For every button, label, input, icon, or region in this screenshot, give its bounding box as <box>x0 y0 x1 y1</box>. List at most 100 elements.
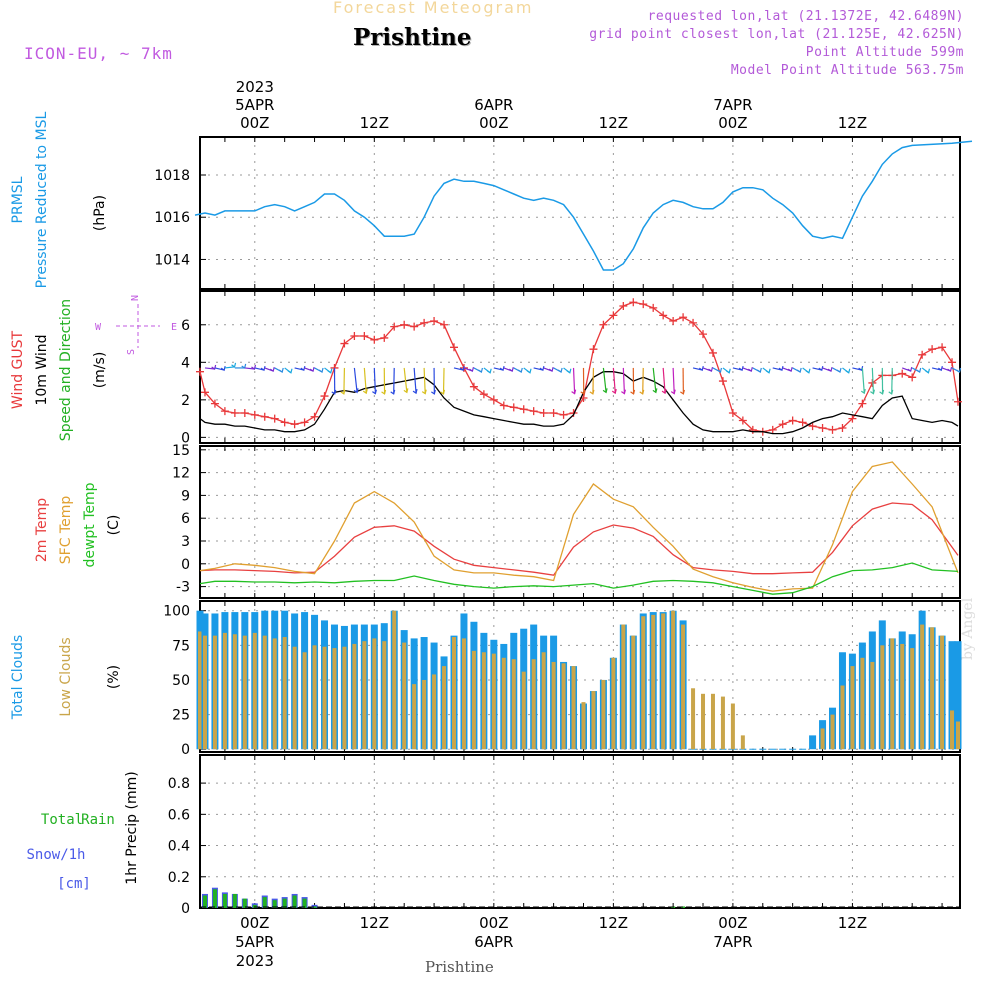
wind-arrowhead <box>459 365 465 372</box>
wind-arrowhead <box>580 389 586 395</box>
y-tick-label: 0.4 <box>168 839 190 855</box>
wind-arrowhead <box>611 389 617 395</box>
low-cloud-bar <box>830 714 835 750</box>
wind-arrowhead <box>937 365 943 372</box>
wind-arrowhead <box>372 389 377 395</box>
temp2m-label: 2m Temp <box>34 498 50 562</box>
low-cloud-bar <box>581 702 586 750</box>
snow-label: Snow/1h <box>26 847 85 863</box>
wind-arrow <box>602 367 607 393</box>
y-tick-label: 6 <box>181 511 190 527</box>
gust-marker <box>529 407 538 416</box>
wind-arrowhead <box>947 366 953 373</box>
low-cloud-bar <box>730 703 735 750</box>
wind-arrowhead <box>362 389 368 395</box>
wind-arrow <box>642 367 644 394</box>
wind10m-line <box>199 371 959 435</box>
wind-unit-label: (m/s) <box>92 352 108 389</box>
wind-arrowhead <box>796 367 802 373</box>
gust-marker <box>539 408 548 417</box>
y-tick-label: 12 <box>172 466 190 482</box>
wind-arrowhead <box>431 389 436 395</box>
gust-marker <box>449 343 458 352</box>
wind-arrowhead <box>925 368 931 374</box>
wind-arrowhead <box>327 368 333 374</box>
low-cloud-bar <box>392 610 397 750</box>
low-cloud-bar <box>442 666 447 750</box>
low-cloud-bar <box>511 659 516 750</box>
bottom-date-label: 6APR <box>474 933 513 951</box>
dewpoint-label: dewpt Temp <box>82 482 98 567</box>
wind-arrowhead <box>756 367 762 373</box>
gust-marker <box>918 350 927 359</box>
y-tick-label: 15 <box>172 443 190 459</box>
top-time-label: 00Z <box>240 114 269 132</box>
cloud-unit-label: (%) <box>106 665 122 689</box>
gust-marker <box>280 418 289 427</box>
gust-marker <box>250 410 259 419</box>
low-cloud-bar <box>561 663 566 750</box>
low-cloud-bar <box>312 645 317 750</box>
gust-marker <box>559 410 568 419</box>
wind-arrowhead <box>860 389 866 395</box>
low-cloud-bar <box>222 632 227 750</box>
gust-marker <box>689 318 698 327</box>
gust-marker <box>420 318 429 327</box>
gust-marker <box>768 425 777 434</box>
gust-marker <box>300 418 309 427</box>
top-year-label: 2023 <box>236 78 274 96</box>
wind-arrowhead <box>778 365 784 372</box>
low-cloud-bar <box>481 652 486 750</box>
wind-arrow <box>572 367 576 394</box>
gust-marker <box>659 311 668 320</box>
wind-arrowhead <box>621 389 626 395</box>
wind-arrow <box>662 367 666 394</box>
wind-arrowhead <box>888 389 894 395</box>
wind-arrow <box>393 367 395 394</box>
sfc-temp-line <box>199 461 959 592</box>
wind-arrowhead <box>725 368 731 374</box>
gust-marker <box>230 408 239 417</box>
wind-arrowhead <box>836 367 842 373</box>
wind-arrowhead <box>805 368 811 374</box>
gust-marker <box>390 322 399 331</box>
wind10m-label: 10m Wind <box>34 334 50 405</box>
wind-arrow <box>612 367 616 394</box>
low-cloud-bar <box>850 666 855 750</box>
wind-arrowhead <box>738 365 744 372</box>
model-label: ICON-EU, ~ 7km <box>24 44 173 63</box>
wind-arrowhead <box>486 368 492 374</box>
rain-bar <box>302 898 307 908</box>
gust-marker <box>430 317 439 326</box>
y-tick-label: 0.2 <box>168 870 190 886</box>
low-cloud-bar <box>432 674 437 750</box>
wind-arrow <box>442 367 445 394</box>
gust-marker <box>639 300 648 309</box>
gust-marker <box>400 320 409 329</box>
y-tick-label: 1014 <box>154 252 190 268</box>
prmsl-desc-label: Pressure Reduced to MSL <box>34 111 50 288</box>
low-cloud-bar <box>840 685 845 750</box>
y-tick-label: 0.8 <box>168 776 190 792</box>
y-tick-label: 6 <box>181 318 190 334</box>
gust-marker <box>489 395 498 404</box>
wind-arrowhead <box>499 365 505 372</box>
y-tick-label: 3 <box>181 534 190 550</box>
gust-marker <box>818 423 827 432</box>
wind-arrowhead <box>526 368 532 374</box>
low-cloud-bar <box>501 657 506 750</box>
top-date-label: 7APR <box>713 96 752 114</box>
bottom-time-label: 00Z <box>479 914 508 932</box>
low-cloud-bar <box>451 637 456 750</box>
rain-bar <box>202 895 207 908</box>
y-tick-label: 1016 <box>154 210 190 226</box>
low-cloud-bar <box>681 624 686 750</box>
gust-marker <box>599 320 608 329</box>
wind-arrowhead <box>508 366 514 373</box>
low-cloud-bar <box>332 648 337 750</box>
y-tick-label: 0 <box>181 901 190 917</box>
wind-arrow <box>861 367 865 394</box>
wind-arrowhead <box>318 367 324 373</box>
rain-bar <box>252 904 257 908</box>
wind-arrow <box>244 367 255 370</box>
